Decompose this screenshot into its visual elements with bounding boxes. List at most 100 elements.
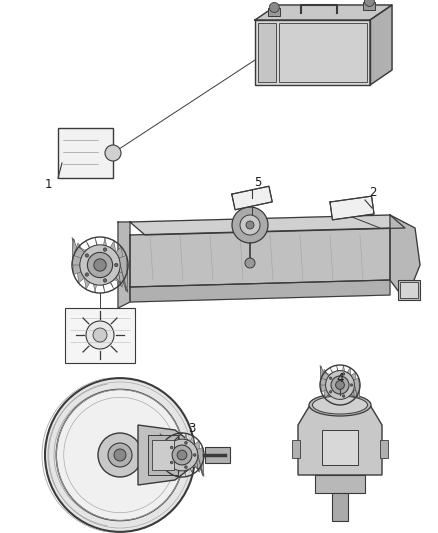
Circle shape [329, 391, 332, 393]
Circle shape [98, 433, 142, 477]
Polygon shape [138, 425, 188, 485]
Ellipse shape [309, 394, 371, 416]
Polygon shape [351, 390, 359, 401]
Polygon shape [232, 186, 272, 210]
Polygon shape [79, 244, 90, 289]
Polygon shape [162, 434, 170, 469]
Text: 2: 2 [369, 187, 377, 199]
Bar [292, 440, 300, 458]
Circle shape [343, 395, 345, 397]
Polygon shape [390, 215, 420, 300]
Polygon shape [197, 455, 204, 476]
Polygon shape [194, 441, 202, 475]
Polygon shape [325, 370, 333, 402]
Circle shape [343, 373, 345, 375]
Bar [322, 430, 358, 465]
Circle shape [232, 207, 268, 243]
Polygon shape [74, 243, 84, 258]
Polygon shape [96, 261, 105, 293]
Polygon shape [330, 196, 374, 220]
Text: 1: 1 [44, 179, 52, 191]
Circle shape [94, 259, 106, 271]
Circle shape [172, 445, 192, 465]
Polygon shape [103, 237, 113, 278]
Text: 3: 3 [188, 422, 196, 434]
Polygon shape [343, 389, 350, 402]
Circle shape [325, 370, 354, 399]
Circle shape [350, 384, 353, 386]
Polygon shape [348, 394, 355, 398]
Polygon shape [347, 368, 355, 400]
Polygon shape [161, 438, 170, 449]
Polygon shape [160, 433, 167, 463]
Polygon shape [298, 405, 382, 475]
Circle shape [88, 253, 113, 278]
Circle shape [240, 215, 260, 235]
Polygon shape [72, 238, 81, 265]
Polygon shape [166, 439, 174, 474]
Bar [152, 440, 174, 470]
Polygon shape [178, 433, 185, 458]
Circle shape [105, 145, 121, 161]
Bar [255, 20, 370, 85]
Polygon shape [321, 369, 328, 380]
Polygon shape [353, 378, 360, 405]
Polygon shape [325, 372, 332, 376]
Circle shape [331, 376, 349, 394]
Circle shape [93, 328, 107, 342]
Bar [315, 475, 365, 493]
Ellipse shape [56, 390, 184, 521]
Polygon shape [116, 272, 126, 287]
Circle shape [246, 221, 254, 229]
Bar [65, 308, 135, 362]
Circle shape [166, 439, 198, 471]
Bar [398, 280, 420, 300]
Polygon shape [72, 237, 81, 274]
Polygon shape [185, 459, 193, 474]
Polygon shape [255, 5, 392, 20]
Polygon shape [197, 448, 204, 477]
Circle shape [194, 454, 196, 456]
Polygon shape [119, 265, 128, 292]
Bar [258, 23, 276, 82]
Polygon shape [118, 222, 130, 308]
Polygon shape [165, 441, 173, 445]
Circle shape [170, 446, 173, 449]
Circle shape [364, 0, 374, 6]
Polygon shape [130, 215, 405, 235]
Circle shape [245, 258, 255, 268]
Bar [380, 440, 388, 458]
Polygon shape [171, 436, 179, 450]
Circle shape [185, 466, 187, 469]
Circle shape [108, 443, 132, 467]
Polygon shape [130, 280, 390, 302]
Polygon shape [160, 434, 167, 455]
Bar [205, 447, 230, 463]
Bar [400, 282, 418, 298]
Circle shape [185, 441, 187, 444]
Polygon shape [336, 365, 343, 388]
Circle shape [80, 245, 120, 285]
Polygon shape [320, 365, 326, 392]
Circle shape [85, 273, 88, 276]
Polygon shape [119, 255, 128, 293]
Bar [279, 23, 367, 82]
Polygon shape [116, 247, 126, 291]
Polygon shape [321, 367, 329, 398]
Polygon shape [354, 385, 360, 404]
Circle shape [115, 263, 118, 266]
Polygon shape [179, 452, 186, 477]
Bar [332, 493, 348, 521]
Bar [148, 435, 178, 475]
Polygon shape [337, 382, 343, 405]
Polygon shape [87, 252, 96, 293]
Polygon shape [111, 278, 121, 283]
Polygon shape [86, 241, 96, 259]
Polygon shape [104, 271, 114, 289]
Circle shape [170, 461, 173, 464]
Circle shape [269, 3, 279, 12]
Ellipse shape [312, 396, 367, 414]
Polygon shape [130, 228, 390, 287]
Circle shape [103, 248, 107, 251]
Polygon shape [351, 372, 359, 403]
